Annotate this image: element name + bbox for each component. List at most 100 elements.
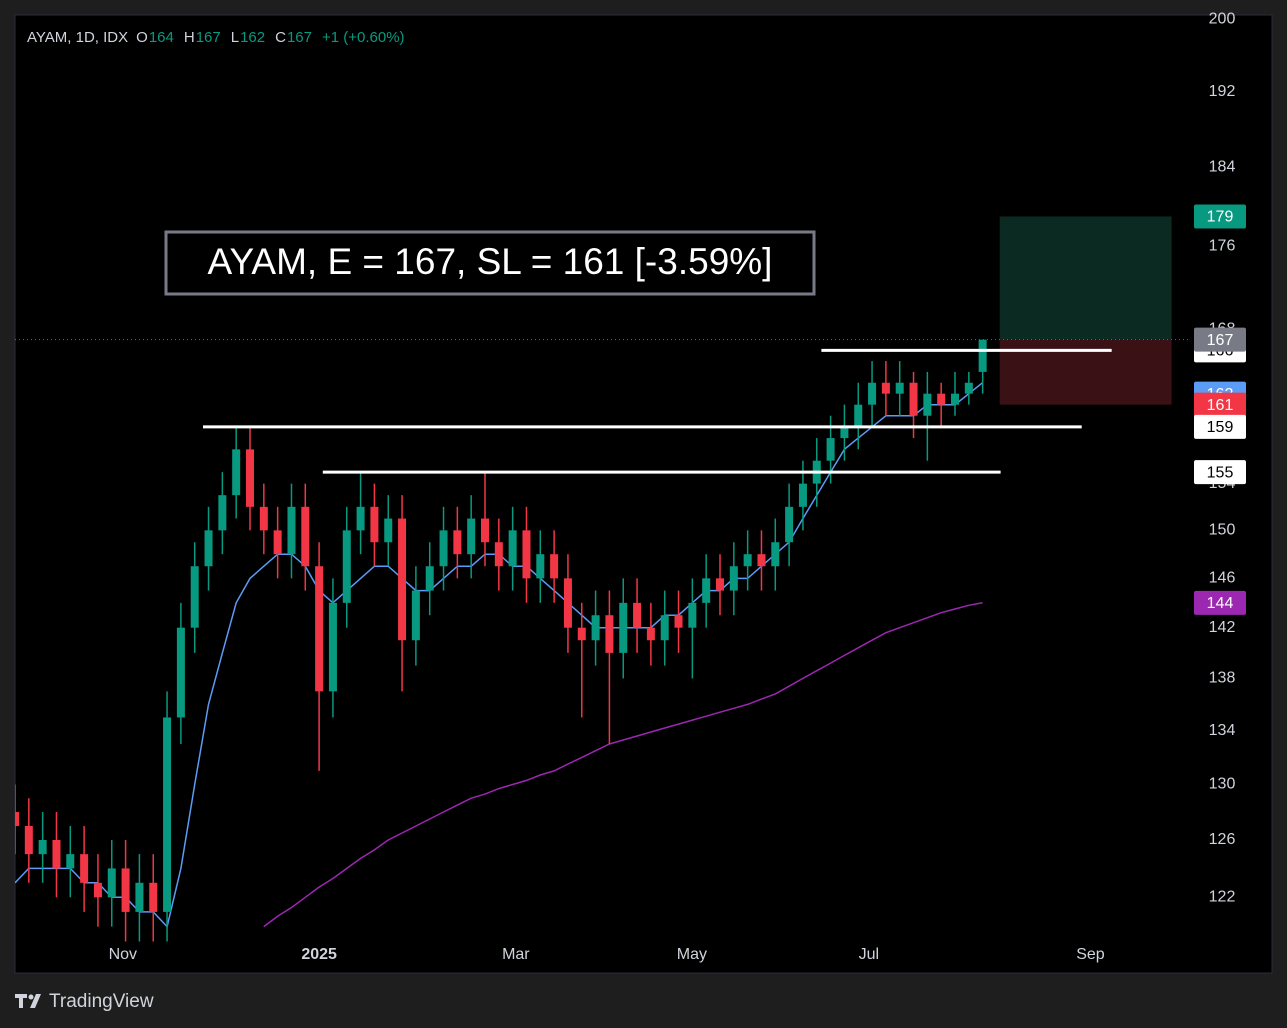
y-tick-label: 192 <box>1209 83 1236 100</box>
ohlc-label: O <box>136 29 148 46</box>
symbol: AYAM, 1D, IDX <box>27 29 128 46</box>
candle-body <box>38 839 47 855</box>
candle-body <box>909 382 918 416</box>
candle-body <box>24 825 33 855</box>
candle-body <box>246 449 254 507</box>
ohlc-value: 167 <box>287 29 312 46</box>
price-badge <box>1194 204 1246 229</box>
candle-body <box>52 839 61 869</box>
candle-body <box>315 566 324 692</box>
y-tick-label: 184 <box>1209 159 1236 176</box>
candle-body <box>232 449 241 496</box>
candle-body <box>563 578 572 628</box>
profit-zone <box>999 216 1172 340</box>
candle-body <box>301 506 310 567</box>
price-badge-label: 179 <box>1207 209 1234 226</box>
price-badge-label: 167 <box>1207 332 1234 349</box>
candle-body <box>937 393 946 405</box>
candle-body <box>107 868 116 898</box>
candle-body <box>522 530 531 579</box>
candle-body <box>771 542 780 567</box>
price-badge <box>1194 327 1246 352</box>
ohlc-label: H <box>184 29 195 46</box>
x-tick-label: May <box>677 946 707 963</box>
candle-body <box>163 717 172 912</box>
candle-body <box>550 554 559 579</box>
candle-body <box>674 615 683 628</box>
candle-body <box>508 530 517 567</box>
x-tick-label: Sep <box>1076 946 1105 963</box>
candle-body <box>895 382 904 394</box>
y-tick-label: 134 <box>1209 722 1236 739</box>
ohlc-value: 167 <box>196 29 221 46</box>
candle-body <box>149 882 158 912</box>
candle-body <box>854 404 863 427</box>
price-badge <box>1194 590 1246 615</box>
candle-body <box>868 382 877 405</box>
annotation-text: AYAM, E = 167, SL = 161 [-3.59%] <box>208 241 773 282</box>
candle-body <box>826 438 835 461</box>
candle-body <box>785 506 794 543</box>
moving-average <box>263 602 983 928</box>
candle-body <box>743 554 752 567</box>
price-badge-label: 144 <box>1207 595 1234 612</box>
x-tick-label: 2025 <box>301 946 337 963</box>
candle-body <box>190 566 199 628</box>
change: +1 (+0.60%) <box>322 29 405 46</box>
x-tick-label: Jul <box>859 946 879 963</box>
candle-body <box>411 590 420 641</box>
candle-body <box>757 554 766 567</box>
candle-body <box>439 530 448 567</box>
candle-body <box>729 566 738 591</box>
candle-body <box>494 542 503 567</box>
candle-body <box>93 882 102 898</box>
candle-body <box>384 518 393 543</box>
header: AYAM, 1D, IDX O 164 H 167 L 162 C 167 +1 (+0.60%) <box>27 29 405 46</box>
candle-body <box>370 506 379 543</box>
candle-body <box>633 602 642 628</box>
annotation-box <box>164 230 816 296</box>
candle-body <box>646 627 655 641</box>
y-tick-label: 122 <box>1209 889 1236 906</box>
candle-body <box>467 518 476 555</box>
candle-body <box>15 812 19 826</box>
candle-body <box>619 602 628 653</box>
candle-body <box>80 854 89 883</box>
candle-body <box>342 530 351 603</box>
candle-body <box>328 602 337 692</box>
candle-body <box>425 566 434 591</box>
price-badge <box>1194 460 1246 485</box>
candle-body <box>951 393 959 405</box>
candle-body <box>66 854 75 869</box>
candle-body <box>176 627 185 718</box>
candle-body <box>964 382 973 394</box>
y-tick-label: 176 <box>1209 238 1236 255</box>
candle-body <box>121 868 130 912</box>
chart-pane <box>14 14 1273 974</box>
y-tick-label: 126 <box>1209 831 1236 848</box>
price-badge <box>1194 414 1246 439</box>
candle-body <box>923 393 932 416</box>
candle-body <box>591 615 600 641</box>
y-tick-label: 138 <box>1209 670 1236 687</box>
candle-body <box>577 627 586 641</box>
y-tick-label: 150 <box>1209 522 1236 539</box>
price-badge-label: 155 <box>1207 464 1234 481</box>
axes: 2001921841761681601541501461421381341301… <box>109 11 1246 963</box>
ohlc-label: L <box>231 29 239 46</box>
candle-body <box>356 506 365 531</box>
candle-body <box>398 518 407 641</box>
candle-body <box>287 506 296 555</box>
candle-body <box>453 530 462 555</box>
candle-body <box>259 506 268 531</box>
candle-body <box>536 554 545 579</box>
candle-body <box>978 339 987 372</box>
candle-body <box>881 382 890 394</box>
footer-brand: TradingView <box>49 991 154 1012</box>
candle-body <box>135 882 144 912</box>
y-tick-label: 130 <box>1209 776 1236 793</box>
y-tick-label: 146 <box>1209 570 1236 587</box>
x-tick-label: Mar <box>502 946 530 963</box>
